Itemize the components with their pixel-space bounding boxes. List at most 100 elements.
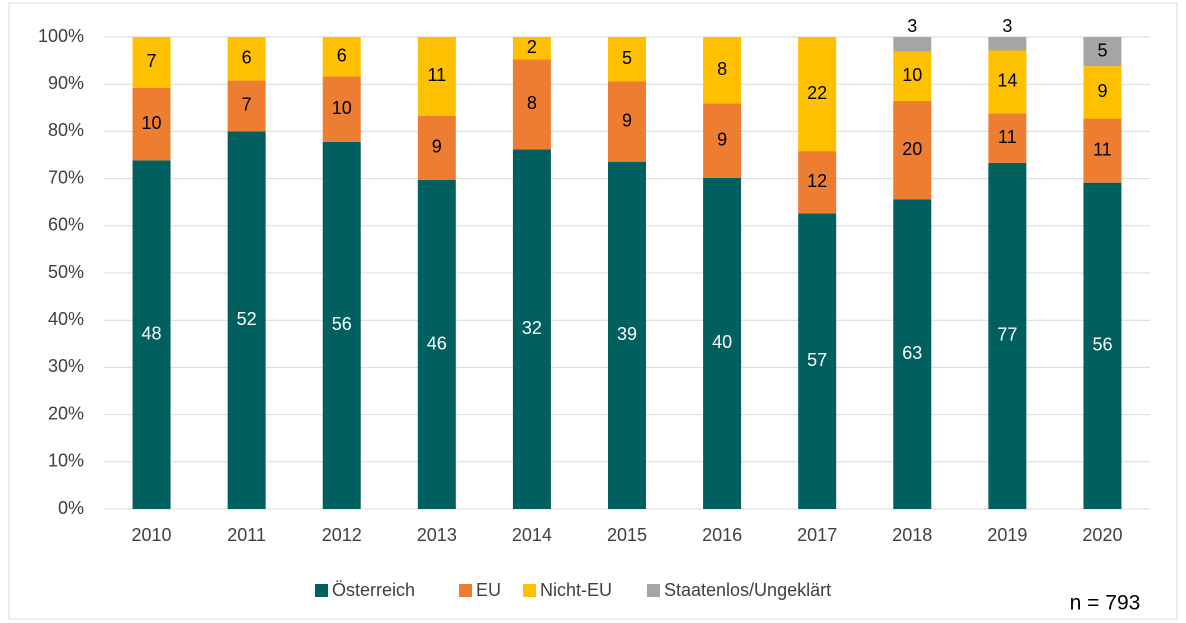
bar-segment (417, 115, 456, 181)
data-label: 12 (807, 171, 827, 191)
x-tick-label: 2012 (322, 525, 362, 545)
x-tick-label: 2018 (892, 525, 932, 545)
y-tick-label: 10% (48, 451, 84, 471)
y-tick-label: 60% (48, 215, 84, 235)
data-label: 46 (427, 333, 447, 353)
legend-swatch (647, 584, 660, 597)
data-label: 40 (712, 332, 732, 352)
legend-swatch (315, 584, 328, 597)
legend-label: Staatenlos/Ungeklärt (664, 580, 831, 600)
data-label: 11 (998, 127, 1017, 147)
data-label: 8 (717, 59, 727, 79)
data-label: 2 (527, 37, 537, 57)
legend-label: EU (476, 580, 501, 600)
data-label: 5 (622, 48, 632, 68)
legend-label: Nicht-EU (540, 580, 612, 600)
data-label: 9 (717, 129, 727, 149)
y-tick-label: 50% (48, 262, 84, 282)
bar-segment (988, 37, 1027, 51)
bar-segment (893, 199, 932, 509)
bar-segment (322, 37, 361, 77)
bar-segment (988, 50, 1027, 114)
bar-segment (608, 161, 646, 509)
y-tick-label: 40% (48, 309, 84, 329)
bar-segment (703, 37, 742, 104)
bar-segment (703, 103, 742, 178)
y-tick-label: 70% (48, 167, 84, 187)
y-tick-label: 20% (48, 403, 84, 423)
data-label: 20 (902, 139, 922, 159)
legend-swatch (523, 584, 536, 597)
bar-segment (608, 37, 646, 82)
bar-segment (798, 151, 837, 214)
bar-segment (132, 37, 171, 88)
data-label: 7 (242, 95, 252, 115)
data-label: 7 (147, 51, 157, 71)
x-tick-label: 2014 (512, 525, 552, 545)
x-tick-label: 2020 (1082, 525, 1122, 545)
bar-segment (132, 160, 171, 509)
y-tick-label: 100% (38, 26, 84, 46)
bar-segment (798, 213, 837, 509)
data-label: 56 (1092, 335, 1112, 355)
data-label: 39 (617, 324, 637, 344)
data-label: 3 (907, 16, 917, 36)
data-label: 9 (1097, 81, 1107, 101)
data-label: 56 (332, 314, 352, 334)
bar-segment (227, 37, 266, 81)
x-tick-label: 2017 (797, 525, 837, 545)
data-label: 10 (332, 98, 352, 118)
data-label: 8 (527, 93, 537, 113)
bar-segment (512, 149, 551, 509)
bar-segment (417, 180, 456, 509)
bar-segment (608, 81, 646, 162)
bar-segment (988, 162, 1027, 509)
x-tick-label: 2010 (132, 525, 172, 545)
data-label: 10 (902, 65, 922, 85)
chart-frame (8, 2, 1178, 620)
bar-segment (893, 51, 932, 101)
bar-segment (227, 131, 266, 509)
data-label: 14 (997, 71, 1017, 91)
y-tick-label: 0% (58, 498, 84, 518)
bar-segment (322, 76, 361, 142)
x-tick-label: 2011 (227, 525, 266, 545)
data-label: 3 (1002, 16, 1012, 36)
bar-segment (227, 80, 266, 132)
data-label: 22 (807, 83, 827, 103)
data-label: 11 (427, 65, 446, 85)
data-label: 32 (522, 318, 542, 338)
annotation: n = 793 (1070, 592, 1141, 615)
data-label: 5 (1097, 40, 1107, 60)
data-label: 57 (807, 350, 827, 370)
bar-segment (798, 37, 837, 152)
x-tick-label: 2015 (607, 525, 647, 545)
bar-segment (1083, 66, 1122, 119)
data-label: 77 (997, 325, 1017, 345)
data-label: 6 (242, 48, 252, 68)
data-label: 9 (622, 110, 632, 130)
bar-segment (417, 37, 456, 116)
bar-segment (988, 113, 1027, 163)
data-label: 6 (337, 45, 347, 65)
bar-segment (893, 37, 932, 52)
data-label: 11 (1093, 139, 1112, 159)
legend-label: Österreich (332, 580, 415, 600)
bar-segment (703, 177, 742, 510)
bar-segment (893, 100, 932, 200)
bar-segment (132, 87, 171, 161)
bar-segment (1083, 182, 1122, 509)
y-tick-label: 30% (48, 356, 84, 376)
x-tick-label: 2019 (987, 525, 1027, 545)
x-tick-label: 2016 (702, 525, 742, 545)
bar-segment (322, 141, 361, 509)
bar-segment (1083, 118, 1122, 183)
data-label: 9 (432, 137, 442, 157)
y-tick-label: 80% (48, 120, 84, 140)
legend-swatch (459, 584, 472, 597)
data-label: 52 (237, 309, 257, 329)
bar-segment (512, 59, 551, 150)
x-tick-label: 2013 (417, 525, 457, 545)
bar-segment (1083, 37, 1122, 67)
